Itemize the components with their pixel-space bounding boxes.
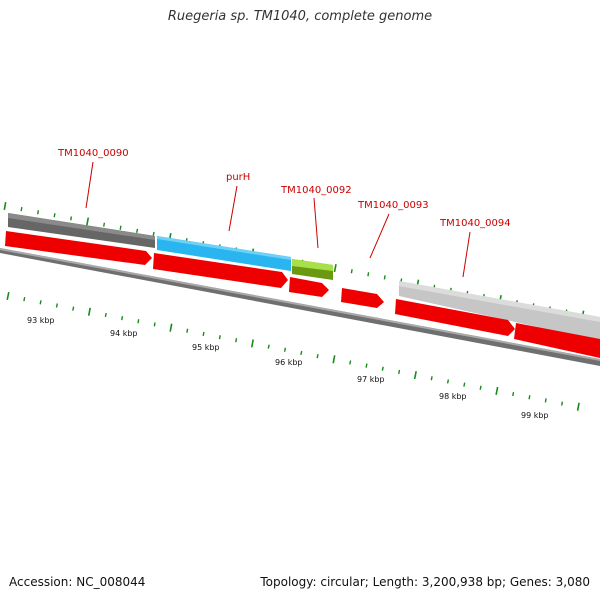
major-tick: [250, 339, 254, 348]
gene-label-tm1040-0092[interactable]: TM1040_0092: [280, 185, 352, 196]
minor-tick: [136, 228, 139, 233]
scale-label: 97 kbp: [357, 375, 385, 384]
gene-label-tm1040-0094[interactable]: TM1040_0094: [439, 218, 511, 229]
gene-label-tm1040-0093[interactable]: TM1040_0093: [357, 200, 429, 211]
minor-tick: [365, 363, 368, 368]
major-tick: [6, 291, 10, 301]
minor-tick: [103, 222, 106, 227]
cds-arrow[interactable]: [395, 299, 515, 336]
minor-tick: [383, 275, 386, 280]
minor-tick: [72, 306, 75, 311]
cds-arrow[interactable]: [341, 288, 384, 308]
major-tick: [495, 386, 499, 395]
feature-bar-highlight: [399, 281, 600, 322]
minor-tick: [430, 376, 433, 381]
minor-tick: [367, 272, 370, 277]
minor-tick: [561, 401, 564, 406]
minor-tick: [235, 338, 238, 343]
minor-tick: [300, 350, 303, 356]
major-tick: [413, 371, 417, 380]
minor-tick: [23, 297, 26, 302]
minor-tick: [479, 385, 482, 390]
scale-label: 95 kbp: [192, 343, 220, 352]
minor-tick: [152, 231, 155, 237]
major-tick: [87, 307, 91, 316]
gene-labels: TM1040_0090 purH TM1040_0092 TM1040_0093…: [57, 148, 511, 278]
scale-tick-ruler: [6, 291, 580, 411]
minor-tick: [544, 398, 547, 403]
genome-summary-text: Topology: circular; Length: 3,200,938 bp…: [260, 575, 590, 589]
gene-label-purh[interactable]: purH: [226, 172, 250, 183]
minor-tick: [186, 328, 189, 333]
minor-tick: [53, 213, 56, 218]
minor-tick: [350, 269, 353, 274]
major-tick: [169, 323, 173, 332]
scale-label: 99 kbp: [521, 411, 549, 420]
accession-text: Accession: NC_008044: [9, 575, 146, 589]
feature-lane: [8, 213, 600, 341]
label-leader-line: [85, 161, 94, 209]
minor-tick: [398, 369, 401, 375]
minor-tick: [528, 395, 531, 400]
scale-labels: 93 kbp 94 kbp 95 kbp 96 kbp 97 kbp 98 kb…: [27, 316, 549, 420]
feature-bar-highlight: [157, 236, 291, 260]
cds-arrow[interactable]: [153, 253, 288, 288]
map-title: Ruegeria sp. TM1040, complete genome: [167, 9, 433, 24]
minor-tick: [153, 322, 156, 327]
label-leader-line: [228, 185, 238, 232]
scale-label: 98 kbp: [439, 392, 467, 401]
minor-tick: [70, 216, 73, 221]
minor-tick: [202, 331, 205, 337]
minor-tick: [37, 210, 40, 215]
cds-arrow[interactable]: [514, 323, 600, 358]
minor-tick: [121, 316, 124, 321]
minor-tick: [463, 382, 466, 387]
minor-tick: [39, 300, 42, 305]
minor-tick: [55, 303, 58, 308]
minor-tick: [119, 225, 122, 230]
genome-backbone-highlight: [0, 248, 600, 361]
minor-tick: [381, 366, 384, 371]
feature-bar-purh[interactable]: [157, 236, 291, 271]
label-leader-line: [313, 197, 319, 249]
feature-bar-highlight: [292, 259, 333, 271]
label-leader-line: [369, 213, 390, 259]
minor-tick: [137, 319, 140, 324]
minor-tick: [218, 335, 221, 340]
minor-tick: [20, 206, 23, 212]
cds-lane: [5, 231, 600, 358]
gene-label-tm1040-0090[interactable]: TM1040_0090: [57, 148, 129, 159]
major-tick: [576, 402, 580, 411]
scale-label: 94 kbp: [110, 329, 138, 338]
minor-tick: [104, 312, 107, 318]
minor-tick: [446, 379, 450, 384]
major-tick: [3, 201, 7, 211]
minor-tick: [283, 347, 287, 352]
feature-bar-highlight: [8, 213, 155, 240]
scale-label: 96 kbp: [275, 358, 303, 367]
major-tick: [86, 217, 90, 226]
minor-tick: [512, 391, 515, 397]
cds-arrow[interactable]: [5, 231, 152, 265]
minor-tick: [349, 360, 352, 365]
minor-tick: [267, 344, 270, 349]
cds-arrow[interactable]: [289, 277, 329, 297]
scale-label: 93 kbp: [27, 316, 55, 325]
major-tick: [333, 264, 337, 273]
minor-tick: [316, 354, 319, 359]
feature-bar-tm1040-0094[interactable]: [399, 281, 600, 341]
major-tick: [332, 355, 336, 364]
label-leader-line: [462, 231, 471, 278]
